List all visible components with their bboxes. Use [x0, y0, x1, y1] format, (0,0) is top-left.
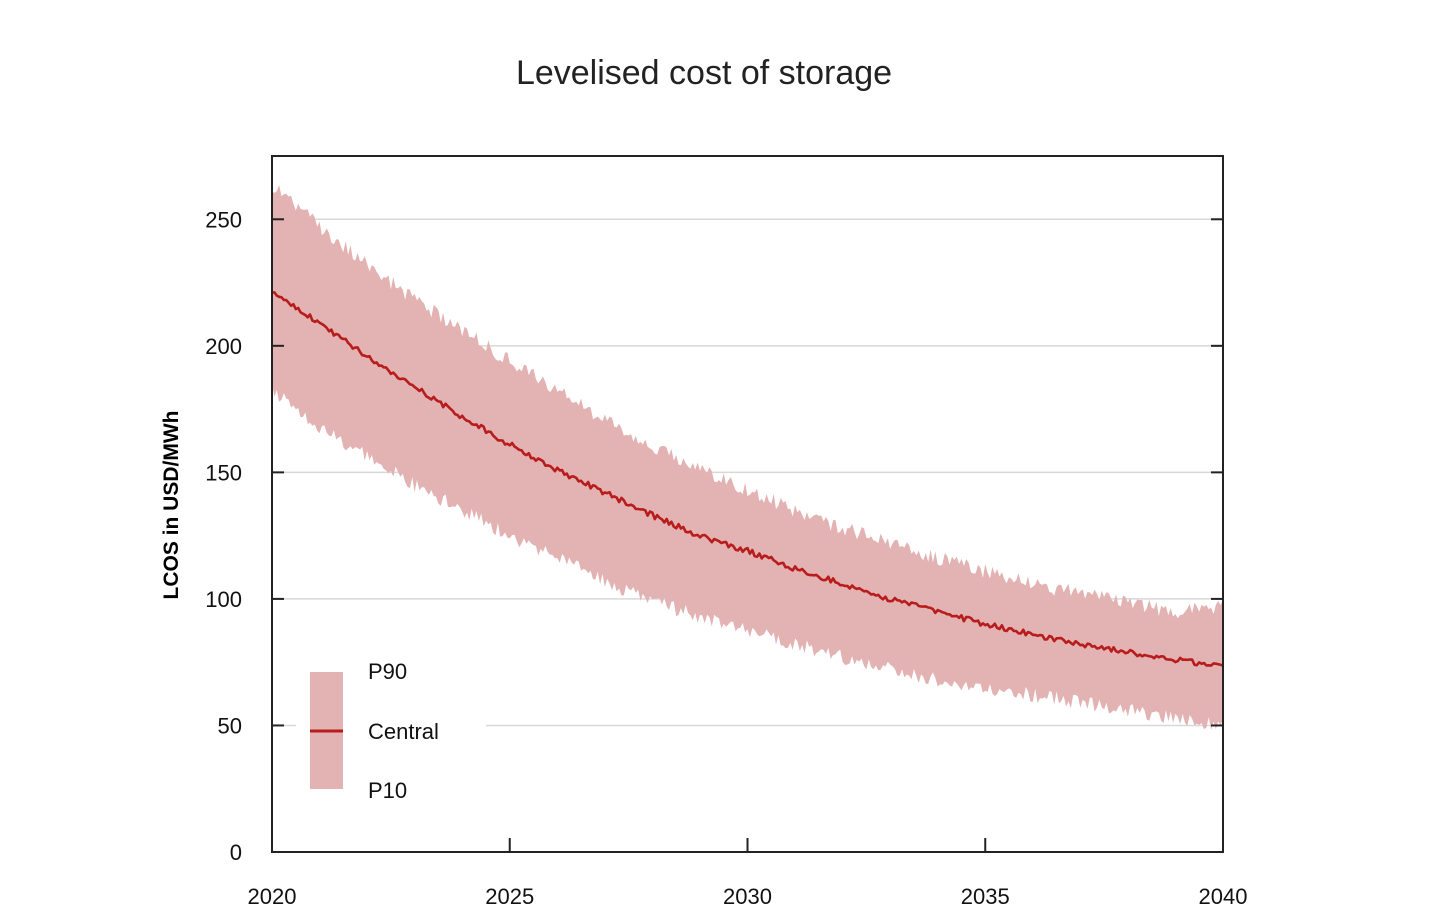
axis-ticks: 0 50 100 150 200 250 2020 2025 2030 2035 2040 [205, 207, 1247, 909]
y-tick-label-150: 150 [205, 460, 242, 485]
x-tick-label-2025: 2025 [485, 884, 534, 909]
chart-title: Levelised cost of storage [516, 54, 892, 92]
legend-p10-label: P10 [368, 778, 407, 803]
plot-area [272, 185, 1224, 731]
y-tick-label-0: 0 [230, 840, 242, 865]
y-tick-label-250: 250 [205, 207, 242, 232]
x-tick-label-2030: 2030 [723, 884, 772, 909]
legend: P90 Central P10 [296, 655, 486, 805]
y-tick-label-100: 100 [205, 587, 242, 612]
x-tick-label-2035: 2035 [961, 884, 1010, 909]
y-tick-label-50: 50 [218, 713, 242, 738]
legend-p90-label: P90 [368, 659, 407, 684]
p10-p90-band [272, 185, 1223, 731]
x-tick-label-2040: 2040 [1199, 884, 1248, 909]
y-tick-label-200: 200 [205, 334, 242, 359]
central-line [272, 291, 1224, 667]
x-tick-label-2020: 2020 [248, 884, 297, 909]
legend-central-label: Central [368, 719, 439, 744]
y-axis-label: LCOS in USD/MWh [160, 411, 183, 600]
